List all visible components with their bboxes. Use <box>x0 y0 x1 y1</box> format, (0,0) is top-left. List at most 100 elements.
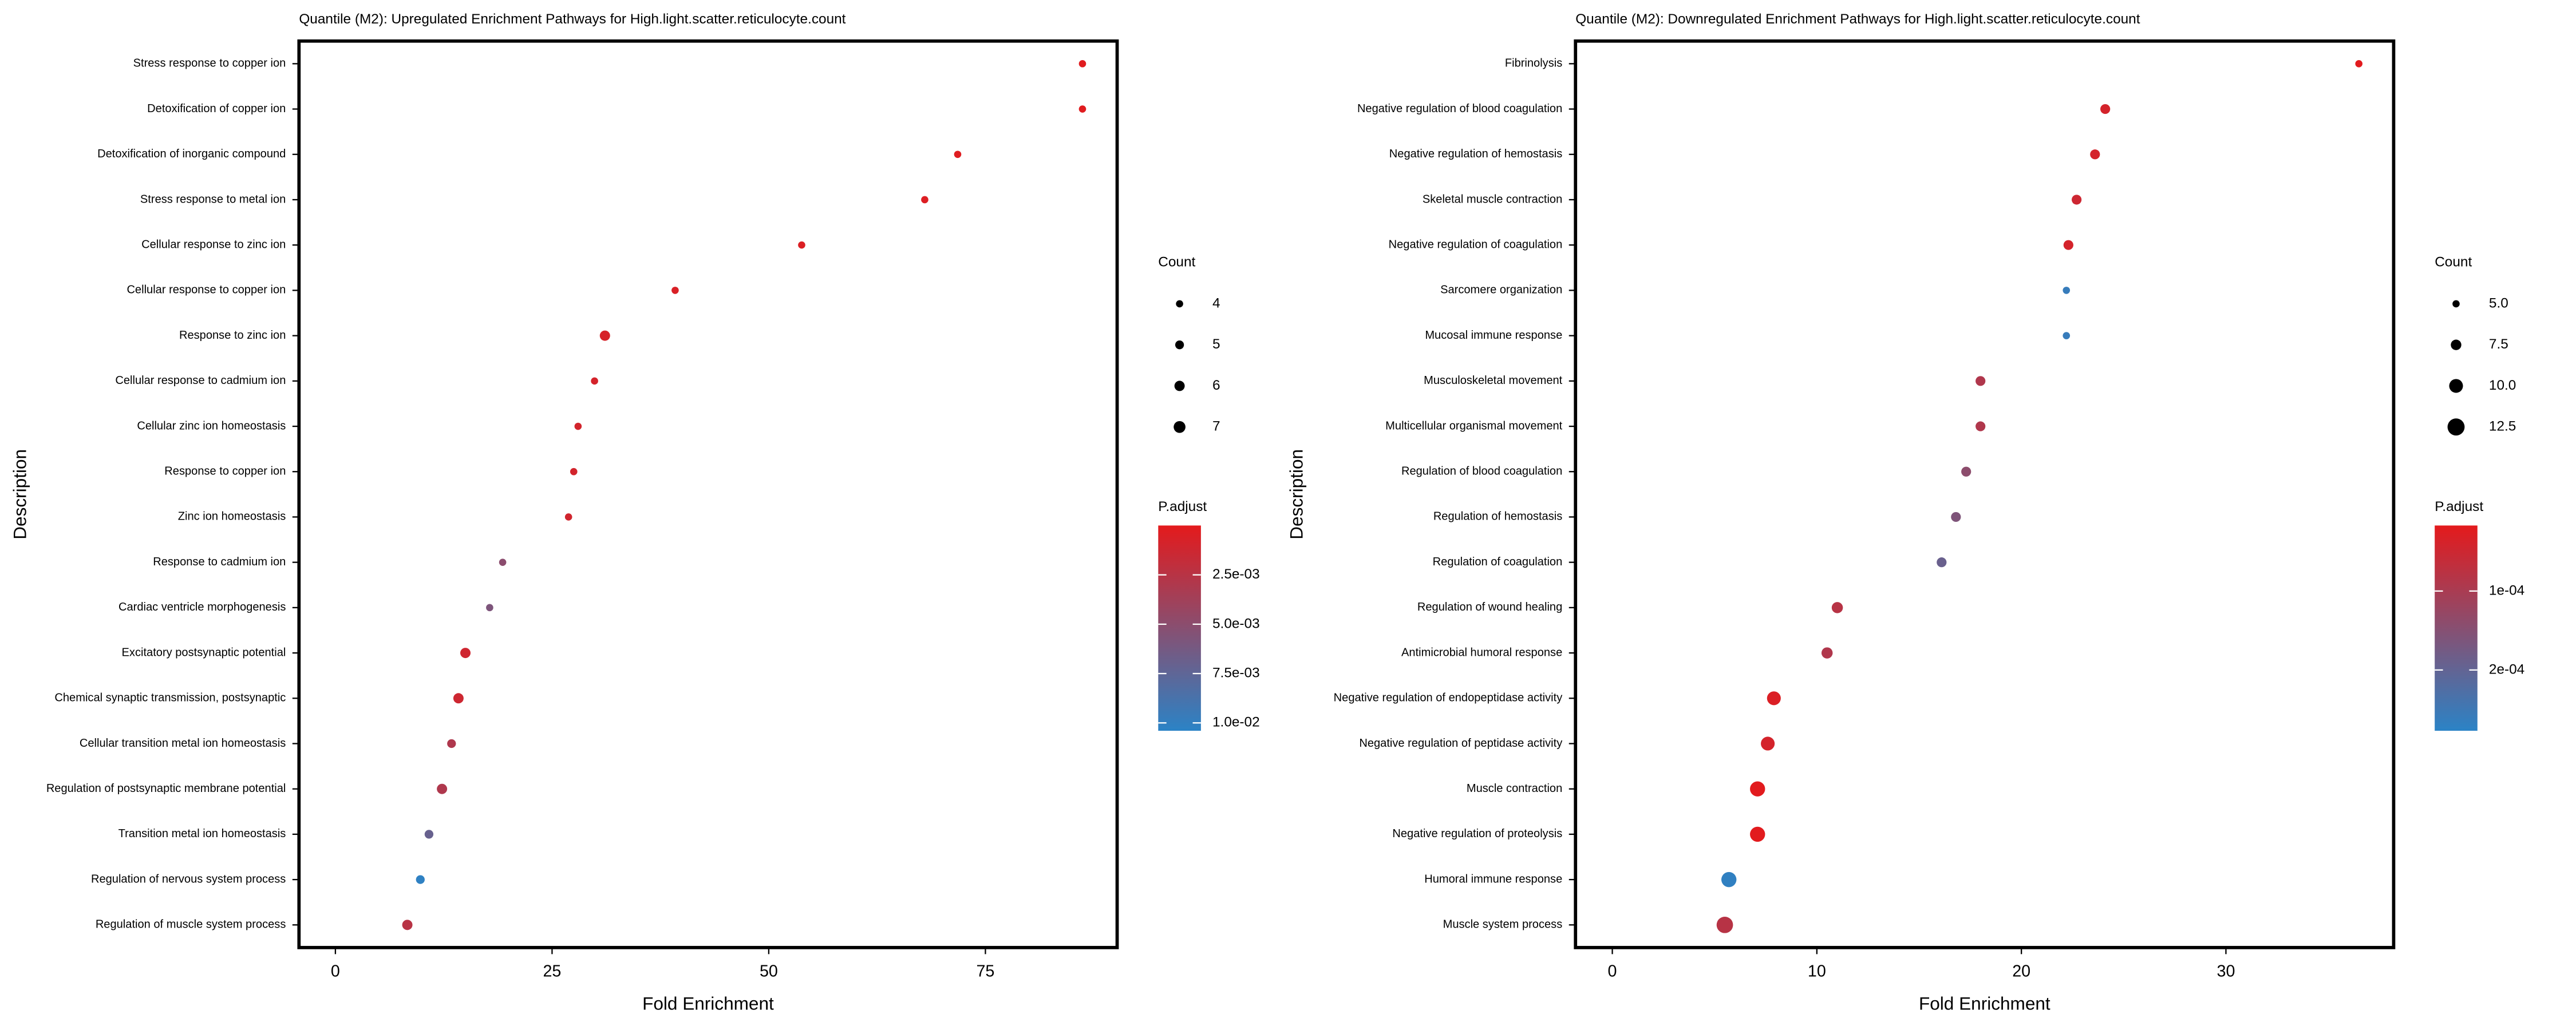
y-tick-label: Cellular response to cadmium ion <box>115 374 286 387</box>
dot <box>2090 149 2100 160</box>
size-legend-title: Count <box>1158 255 1195 270</box>
y-tick-label: Negative regulation of peptidase activit… <box>1359 737 1562 750</box>
size-legend-dot <box>2447 418 2465 436</box>
x-tick-label: 10 <box>1808 962 1826 981</box>
colorbar-label: 5.0e-03 <box>1212 616 1260 631</box>
dot <box>1716 916 1733 933</box>
y-tick-label: Negative regulation of blood coagulation <box>1357 102 1562 115</box>
dot <box>574 422 582 430</box>
dot <box>1750 826 1765 842</box>
y-tick-label: Mucosal immune response <box>1425 329 1562 342</box>
size-legend-dot <box>2452 300 2460 308</box>
x-tick-label: 50 <box>760 962 778 981</box>
y-axis-label: Description <box>1286 449 1307 540</box>
y-tick-label: Cellular zinc ion homeostasis <box>137 419 286 432</box>
y-tick-label: Cellular response to zinc ion <box>141 238 286 251</box>
y-tick-label: Transition metal ion homeostasis <box>118 827 286 840</box>
dot <box>921 196 929 204</box>
x-tick-label: 0 <box>331 962 340 981</box>
dot <box>499 558 507 566</box>
plot-border <box>1574 39 2396 949</box>
colorbar-label: 2e-04 <box>2489 661 2524 677</box>
y-tick-label: Regulation of blood coagulation <box>1401 465 1562 478</box>
y-tick-label: Negative regulation of proteolysis <box>1392 827 1562 840</box>
dot <box>1961 466 1971 477</box>
y-tick-label: Regulation of postsynaptic membrane pote… <box>46 782 286 795</box>
size-legend-label: 7 <box>1212 419 1220 434</box>
colorbar <box>1158 525 1201 731</box>
dot <box>1767 691 1781 706</box>
x-axis-label: Fold Enrichment <box>1919 993 2050 1014</box>
size-legend-dot <box>1176 300 1183 308</box>
dot <box>416 875 425 884</box>
y-tick-label: Fibrinolysis <box>1505 57 1562 70</box>
y-tick-label: Response to copper ion <box>164 465 286 478</box>
size-legend-label: 12.5 <box>2489 419 2516 434</box>
y-tick-label: Chemical synaptic transmission, postsyna… <box>54 692 286 704</box>
y-tick-label: Excitatory postsynaptic potential <box>122 646 286 659</box>
y-tick-label: Regulation of hemostasis <box>1433 510 1562 523</box>
y-tick-label: Multicellular organismal movement <box>1385 419 1563 432</box>
y-tick-label: Regulation of nervous system process <box>91 873 286 885</box>
y-tick-label: Skeletal muscle contraction <box>1423 193 1562 205</box>
dot <box>671 287 679 294</box>
dot <box>447 739 456 748</box>
dot <box>2063 287 2071 294</box>
size-legend-label: 4 <box>1212 295 1220 311</box>
size-legend-label: 5.0 <box>2489 295 2508 311</box>
y-tick-label: Regulation of muscle system process <box>96 918 286 931</box>
y-tick-label: Regulation of wound healing <box>1417 601 1562 613</box>
y-tick-label: Stress response to metal ion <box>140 193 286 205</box>
x-tick-label: 30 <box>2217 962 2235 981</box>
y-tick-label: Humoral immune response <box>1424 873 1562 885</box>
dot <box>424 830 434 839</box>
size-legend-dot <box>1175 340 1184 350</box>
dot <box>2072 195 2082 205</box>
chart-title: Quantile (M2): Upregulated Enrichment Pa… <box>299 11 846 27</box>
y-tick-label: Muscle system process <box>1443 918 1563 931</box>
y-tick-label: Detoxification of inorganic compound <box>97 148 286 160</box>
colorbar <box>2435 525 2478 731</box>
y-tick-label: Regulation of coagulation <box>1433 556 1563 568</box>
dot <box>570 468 578 476</box>
dot <box>591 377 598 385</box>
size-legend-dot <box>2451 339 2462 350</box>
dot <box>2100 104 2111 114</box>
y-tick-label: Response to cadmium ion <box>153 556 286 568</box>
y-tick-label: Cellular transition metal ion homeostasi… <box>80 737 286 750</box>
size-legend-dot <box>1174 421 1186 433</box>
dot <box>1721 871 1737 888</box>
size-legend-label: 10.0 <box>2489 378 2516 393</box>
dot <box>1078 105 1086 113</box>
y-tick-label: Response to zinc ion <box>179 329 286 342</box>
y-tick-label: Musculoskeletal movement <box>1424 374 1563 387</box>
y-tick-label: Cellular response to copper ion <box>127 284 286 296</box>
y-tick-label: Negative regulation of coagulation <box>1389 238 1563 251</box>
dot <box>2355 60 2363 68</box>
dot <box>564 513 572 521</box>
plot-border <box>297 39 1119 949</box>
dot <box>402 920 413 930</box>
colorbar-label: 1.0e-02 <box>1212 715 1260 730</box>
colorbar-label: 7.5e-03 <box>1212 665 1260 681</box>
y-tick-label: Negative regulation of hemostasis <box>1389 148 1562 160</box>
dot <box>2063 332 2071 339</box>
dot <box>1078 60 1086 68</box>
dot <box>1750 781 1765 797</box>
dot <box>954 150 962 159</box>
x-axis-label: Fold Enrichment <box>642 993 774 1014</box>
x-tick-label: 25 <box>543 962 561 981</box>
dot <box>460 648 471 659</box>
y-tick-label: Cardiac ventricle morphogenesis <box>118 601 286 613</box>
y-tick-label: Detoxification of copper ion <box>147 102 286 115</box>
dot <box>437 783 448 794</box>
size-legend-dot <box>2449 379 2463 393</box>
dot <box>798 241 805 249</box>
y-tick-label: Stress response to copper ion <box>133 57 286 70</box>
dot <box>1976 421 1986 431</box>
size-legend-title: Count <box>2435 255 2472 270</box>
size-legend-dot <box>1174 381 1185 391</box>
size-legend-label: 6 <box>1212 378 1220 393</box>
dot <box>1821 647 1833 659</box>
size-legend-label: 7.5 <box>2489 336 2508 352</box>
